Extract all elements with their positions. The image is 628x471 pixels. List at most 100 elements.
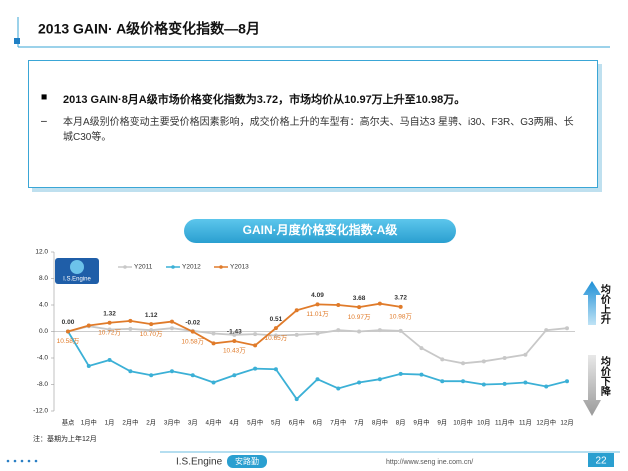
y-tick-label: 4.0 xyxy=(39,302,48,309)
x-tick-label: 6月 xyxy=(313,419,323,427)
point xyxy=(419,346,424,351)
point xyxy=(211,331,216,336)
legend-marker xyxy=(219,265,223,269)
point xyxy=(232,332,237,337)
value-label: 4.09 xyxy=(311,292,324,299)
point xyxy=(357,380,362,385)
x-tick-label: 10月 xyxy=(477,419,490,427)
value-label: 3.72 xyxy=(394,295,407,302)
point xyxy=(149,328,154,333)
point xyxy=(336,328,341,333)
point xyxy=(357,329,362,334)
point xyxy=(128,369,133,374)
x-tick-label: 10月中 xyxy=(453,418,473,427)
point xyxy=(253,343,258,348)
x-tick-label: 5月 xyxy=(271,419,281,427)
value-label: -0.02 xyxy=(185,319,200,326)
detail-text: 本月A级别价格变动主要受价格因素影响，成交价格上升的车型有：高尔夫、马自达3 星… xyxy=(63,117,574,143)
y-tick-label: -12.0 xyxy=(33,408,48,415)
x-tick-label: 5月中 xyxy=(247,418,263,427)
dash-marker: – xyxy=(41,115,47,127)
x-tick-label: 1月中 xyxy=(81,418,97,427)
point xyxy=(440,357,445,362)
title-square xyxy=(14,38,20,44)
price-label: 10.43万 xyxy=(223,347,246,355)
point xyxy=(273,326,278,331)
price-label: 10.58万 xyxy=(181,337,204,345)
value-label: 1.12 xyxy=(145,312,158,319)
point xyxy=(273,367,278,372)
point xyxy=(169,369,174,374)
point xyxy=(253,366,258,371)
y-tick-label: 8.0 xyxy=(39,275,48,282)
price-label: 10.98万 xyxy=(389,313,412,321)
x-tick-label: 12月中 xyxy=(536,418,556,427)
point xyxy=(461,379,466,384)
x-tick-label: 4月 xyxy=(229,419,239,427)
x-tick-label: 7月中 xyxy=(330,418,346,427)
value-label: -1.43 xyxy=(227,329,242,336)
x-tick-label: 基点 xyxy=(62,418,75,427)
x-tick-label: 6月中 xyxy=(289,418,305,427)
value-label: 0.00 xyxy=(62,319,75,326)
up-arrow xyxy=(583,281,601,325)
y-tick-label: -4.0 xyxy=(37,355,49,362)
series-line xyxy=(67,331,568,401)
point xyxy=(273,333,278,338)
point xyxy=(357,305,362,310)
legend-marker xyxy=(123,265,127,269)
point xyxy=(128,326,133,331)
legend-marker xyxy=(171,265,175,269)
price-label: 10.72万 xyxy=(98,328,121,336)
x-tick-label: 9月中 xyxy=(413,418,429,427)
point xyxy=(107,320,112,325)
bullet-row: ■ 2013 GAIN·8月A级市场价格变化指数为3.72，市场均价从10.97万… xyxy=(41,91,583,107)
point xyxy=(315,302,320,307)
x-tick-label: 2月中 xyxy=(122,418,138,427)
y-tick-label: -8.0 xyxy=(37,381,49,388)
value-label: 1.32 xyxy=(103,310,116,317)
point xyxy=(211,341,216,346)
point xyxy=(107,327,112,332)
down-note: 均价下降 xyxy=(598,355,610,397)
x-tick-label: 9月 xyxy=(437,419,447,427)
x-tick-label: 8月 xyxy=(396,419,406,427)
x-tick-label: 12月 xyxy=(560,419,573,427)
point xyxy=(253,332,258,337)
point xyxy=(565,326,569,331)
point xyxy=(419,372,424,377)
point xyxy=(502,381,507,386)
point xyxy=(544,328,549,333)
x-tick-label: 11月 xyxy=(519,419,532,427)
point xyxy=(66,329,70,334)
footnote: 注：基期为上年12月 xyxy=(33,434,97,443)
footer-brand: I.S.Engine xyxy=(176,457,223,468)
point xyxy=(481,382,486,387)
point xyxy=(502,356,507,360)
point xyxy=(294,332,299,337)
point xyxy=(107,357,112,362)
x-tick-label: 7月 xyxy=(354,419,364,427)
price-label: 11.01万 xyxy=(306,310,329,318)
point xyxy=(149,322,154,327)
point xyxy=(294,397,299,402)
x-tick-label: 8月中 xyxy=(372,418,388,427)
price-label: 10.65万 xyxy=(265,334,288,342)
point xyxy=(86,323,91,328)
bullet-marker: ■ xyxy=(41,91,48,103)
legend-label: Y2013 xyxy=(230,264,249,271)
detail-row: – 本月A级别价格变动主要受价格因素影响，成交价格上升的车型有：高尔夫、马自达3 … xyxy=(41,115,583,145)
point xyxy=(377,301,382,306)
page-number: 22 xyxy=(595,456,607,467)
logo-text: I.S.Engine xyxy=(63,277,91,283)
x-tick-label: 3月中 xyxy=(164,418,180,427)
point xyxy=(398,328,403,333)
logo-globe xyxy=(70,260,84,274)
point xyxy=(377,328,382,333)
price-label: 10.70万 xyxy=(140,330,163,338)
x-tick-label: 11月中 xyxy=(495,418,514,427)
down-arrow xyxy=(583,355,601,416)
point xyxy=(544,384,549,389)
point xyxy=(315,377,320,382)
